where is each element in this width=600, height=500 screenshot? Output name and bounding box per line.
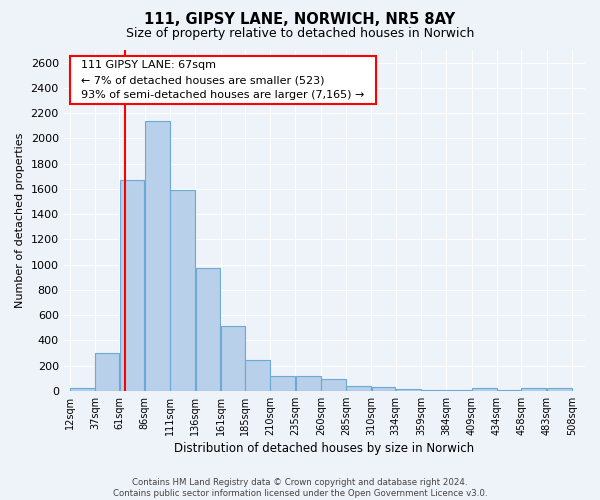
X-axis label: Distribution of detached houses by size in Norwich: Distribution of detached houses by size … xyxy=(174,442,475,455)
Bar xyxy=(396,389,421,391)
Text: Size of property relative to detached houses in Norwich: Size of property relative to detached ho… xyxy=(126,28,474,40)
Bar xyxy=(547,388,572,391)
Bar xyxy=(221,326,245,391)
Bar xyxy=(521,388,546,391)
Bar xyxy=(346,386,371,391)
Bar xyxy=(421,390,446,391)
Bar xyxy=(321,379,346,391)
Bar xyxy=(271,376,295,391)
Bar xyxy=(446,390,472,391)
Text: Contains HM Land Registry data © Crown copyright and database right 2024.
Contai: Contains HM Land Registry data © Crown c… xyxy=(113,478,487,498)
Bar xyxy=(371,387,395,391)
Bar xyxy=(497,390,521,391)
Bar xyxy=(245,360,270,391)
Bar xyxy=(95,353,119,391)
Text: 111, GIPSY LANE, NORWICH, NR5 8AY: 111, GIPSY LANE, NORWICH, NR5 8AY xyxy=(145,12,455,28)
Bar xyxy=(70,388,95,391)
Bar xyxy=(472,388,497,391)
Bar xyxy=(119,180,145,391)
Bar xyxy=(296,376,320,391)
Bar xyxy=(170,190,195,391)
Y-axis label: Number of detached properties: Number of detached properties xyxy=(15,132,25,308)
Bar xyxy=(145,120,170,391)
Text: 111 GIPSY LANE: 67sqm  
  ← 7% of detached houses are smaller (523)  
  93% of s: 111 GIPSY LANE: 67sqm ← 7% of detached h… xyxy=(74,60,371,100)
Bar xyxy=(196,268,220,391)
